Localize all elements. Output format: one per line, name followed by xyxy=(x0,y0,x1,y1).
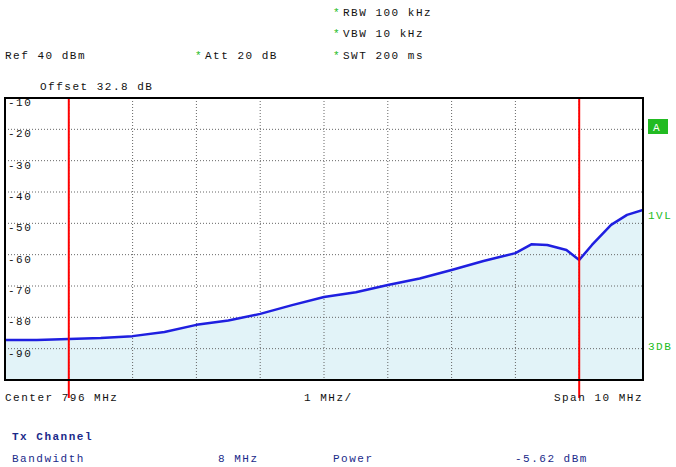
trace-indicator-box xyxy=(648,119,668,134)
attenuation: Att 20 dB xyxy=(205,50,278,62)
channel-line xyxy=(578,98,580,398)
grid-line-y xyxy=(5,223,643,224)
grid-line-x xyxy=(196,98,197,380)
trace-indicator: A xyxy=(653,122,661,134)
y-tick-label: -10 xyxy=(8,97,32,109)
y-tick-label: -20 xyxy=(8,128,32,140)
grid-line-x xyxy=(387,98,388,380)
trace-line xyxy=(5,210,643,340)
offset-label: Offset 32.8 dB xyxy=(40,81,153,93)
table-cell: -5.62 dBm xyxy=(515,453,588,465)
channel-line xyxy=(68,98,70,398)
plot-frame xyxy=(5,98,643,380)
plot-area xyxy=(5,98,643,380)
flag: * xyxy=(195,50,203,62)
y-tick-label: -60 xyxy=(8,254,32,266)
trace-fill xyxy=(5,210,643,380)
grid-line-y xyxy=(5,160,643,161)
side-label: 3DB xyxy=(648,341,672,353)
table-cell: 8 MHz xyxy=(218,453,259,465)
vbw-label: VBW 10 kHz xyxy=(343,28,424,40)
x-div-label: 1 MHz/ xyxy=(304,392,353,404)
grid-line-y xyxy=(5,317,643,318)
table-title: Tx Channel xyxy=(12,431,93,443)
x-span-label: Span 10 MHz xyxy=(554,392,643,404)
y-tick-label: -50 xyxy=(8,222,32,234)
grid-line-x xyxy=(132,98,133,380)
flag: * xyxy=(333,28,341,40)
swt-label: SWT 200 ms xyxy=(343,50,424,62)
grid-line-y xyxy=(5,192,643,193)
grid-line-x xyxy=(451,98,452,380)
flag: * xyxy=(333,50,341,62)
grid-line-x xyxy=(260,98,261,380)
table-cell: Bandwidth xyxy=(12,453,85,465)
flag: * xyxy=(333,7,341,19)
grid-line-x xyxy=(515,98,516,380)
y-tick-label: -40 xyxy=(8,191,32,203)
x-center-label: Center 796 MHz xyxy=(5,392,118,404)
table-cell: Power xyxy=(333,453,374,465)
y-tick-label: -90 xyxy=(8,348,32,360)
trace-group xyxy=(5,210,643,340)
y-tick-label: -30 xyxy=(8,160,32,172)
y-tick-label: -70 xyxy=(8,285,32,297)
grid-line-y xyxy=(5,254,643,255)
rbw-label: RBW 100 kHz xyxy=(343,7,432,19)
chart: *RBW 100 kHz*VBW 10 kHz*SWT 200 msRef 40… xyxy=(0,0,676,467)
side-label: 1VL xyxy=(648,210,672,222)
grid-line-y xyxy=(5,348,643,349)
grid-line-y xyxy=(5,286,643,287)
grid-line-y xyxy=(5,129,643,130)
grid-line-x xyxy=(324,98,325,380)
ref-level: Ref 40 dBm xyxy=(5,50,86,62)
data-group xyxy=(5,210,643,380)
y-tick-label: -80 xyxy=(8,316,32,328)
